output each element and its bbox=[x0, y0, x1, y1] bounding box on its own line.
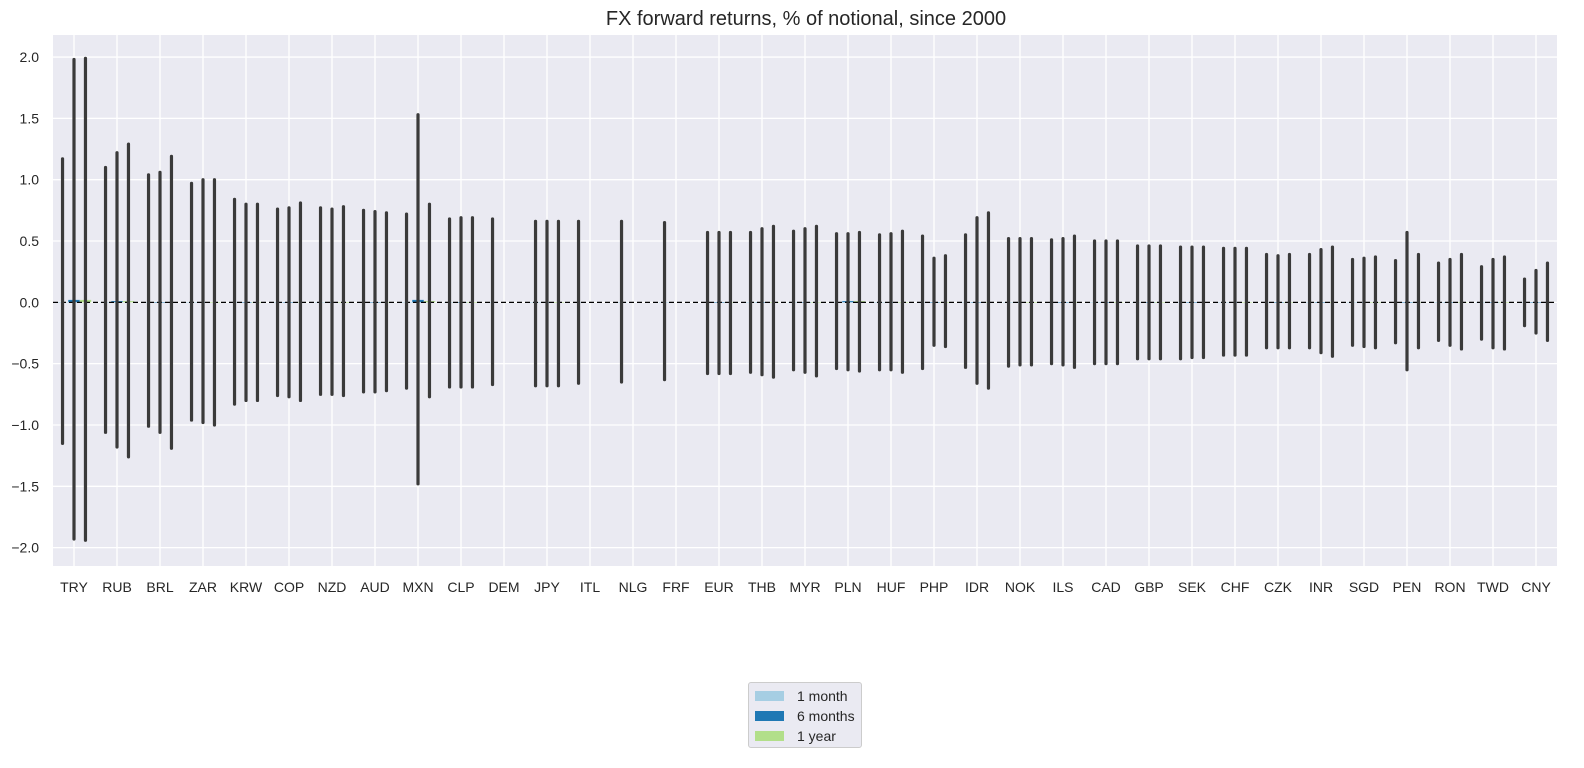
x-tick-label: TRY bbox=[60, 579, 88, 595]
x-tick-label: KRW bbox=[230, 579, 263, 595]
legend-swatch-6-months bbox=[755, 711, 784, 721]
x-tick-label: IDR bbox=[965, 579, 989, 595]
x-tick-label: GBP bbox=[1134, 579, 1164, 595]
x-tick-label: HUF bbox=[877, 579, 906, 595]
x-tick-label: CAD bbox=[1091, 579, 1121, 595]
x-axis-ticks: TRY RUB BRL ZAR KRW COP NZD AUD MXN CLP DEM JPY ITL N… bbox=[60, 579, 1551, 595]
chart-title: FX forward returns, % of notional, since… bbox=[606, 8, 1006, 30]
y-tick-label: 1.5 bbox=[20, 110, 40, 126]
y-tick-label: 1.0 bbox=[20, 172, 40, 188]
y-tick-label: 0.5 bbox=[20, 233, 40, 249]
y-tick-label: −1.0 bbox=[11, 417, 39, 433]
x-tick-label: TWD bbox=[1477, 579, 1509, 595]
y-tick-label: −2.0 bbox=[11, 540, 39, 556]
x-tick-label: NZD bbox=[318, 579, 347, 595]
y-tick-label: −0.5 bbox=[11, 356, 39, 372]
legend-label: 1 year bbox=[797, 728, 836, 744]
x-tick-label: JPY bbox=[534, 579, 560, 595]
y-tick-label: 2.0 bbox=[20, 49, 40, 65]
x-tick-label: MXN bbox=[402, 579, 433, 595]
x-tick-label: FRF bbox=[662, 579, 689, 595]
legend-item-1-month: 1 month bbox=[755, 686, 861, 706]
x-tick-label: ITL bbox=[580, 579, 600, 595]
x-tick-label: NOK bbox=[1005, 579, 1036, 595]
x-tick-label: RUB bbox=[102, 579, 132, 595]
x-tick-label: SEK bbox=[1178, 579, 1207, 595]
x-tick-label: CHF bbox=[1221, 579, 1250, 595]
legend-swatch-1-month bbox=[755, 691, 784, 701]
x-tick-label: AUD bbox=[360, 579, 390, 595]
legend-item-1-year: 1 year bbox=[755, 726, 861, 746]
x-tick-label: CLP bbox=[447, 579, 474, 595]
x-tick-label: PEN bbox=[1393, 579, 1422, 595]
x-tick-label: PHP bbox=[920, 579, 949, 595]
x-tick-label: NLG bbox=[619, 579, 648, 595]
x-tick-label: DEM bbox=[488, 579, 519, 595]
x-tick-label: THB bbox=[748, 579, 776, 595]
x-tick-label: CNY bbox=[1521, 579, 1551, 595]
y-axis-ticks: −2.0 −1.5 −1.0 −0.5 0.0 0.5 1.0 1.5 2.0 bbox=[11, 49, 39, 556]
legend-item-6-months: 6 months bbox=[755, 706, 861, 726]
x-tick-label: CZK bbox=[1264, 579, 1293, 595]
x-tick-label: PLN bbox=[834, 579, 861, 595]
y-tick-label: −1.5 bbox=[11, 478, 39, 494]
x-tick-label: RON bbox=[1434, 579, 1465, 595]
legend-label: 1 month bbox=[797, 688, 848, 704]
x-tick-label: INR bbox=[1309, 579, 1333, 595]
x-tick-label: ZAR bbox=[189, 579, 217, 595]
x-tick-label: SGD bbox=[1349, 579, 1379, 595]
legend: 1 month 6 months 1 year bbox=[748, 682, 862, 748]
x-tick-label: ILS bbox=[1052, 579, 1073, 595]
legend-swatch-1-year bbox=[755, 731, 784, 741]
error-bars bbox=[60, 56, 1550, 542]
x-tick-label: EUR bbox=[704, 579, 734, 595]
x-tick-label: COP bbox=[274, 579, 304, 595]
x-tick-label: MYR bbox=[789, 579, 820, 595]
x-tick-label: BRL bbox=[146, 579, 173, 595]
y-tick-label: 0.0 bbox=[20, 294, 40, 310]
legend-label: 6 months bbox=[797, 708, 855, 724]
